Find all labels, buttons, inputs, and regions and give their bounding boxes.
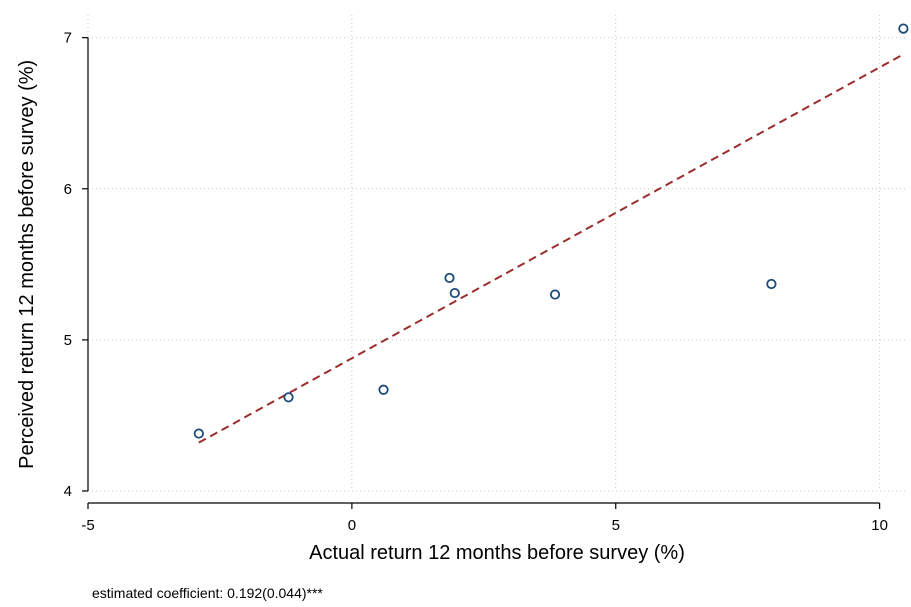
fit-line [198,53,904,444]
y-axis-title: Perceived return 12 months before survey… [16,60,38,469]
data-point-4 [449,287,460,299]
data-point-3 [444,272,455,284]
data-point-0 [193,428,204,439]
data-point-5 [549,289,561,300]
x-tick-label-1: 0 [348,517,356,534]
x-axis-title: Actual return 12 months before survey (%… [309,542,685,564]
data-points [193,23,909,439]
coefficient-note: estimated coefficient: 0.192(0.044)*** [92,585,323,601]
axes [87,37,880,504]
data-point-2 [378,384,389,395]
y-tick-label-1: 5 [64,332,72,349]
fit-line-group [198,53,904,444]
x-tick-label-3: 10 [871,517,888,534]
data-point-1 [283,392,294,403]
data-point-6 [766,278,777,290]
ticks: -5 0 5 10 4 5 6 7 [64,30,888,534]
x-tick-label-2: 5 [612,517,620,534]
grid-lines [87,15,906,492]
x-tick-label-0: -5 [81,517,94,534]
data-point-7 [898,23,909,34]
y-tick-label-0: 4 [64,483,72,500]
y-tick-label-2: 6 [64,181,72,198]
y-tick-label-3: 7 [64,30,72,47]
